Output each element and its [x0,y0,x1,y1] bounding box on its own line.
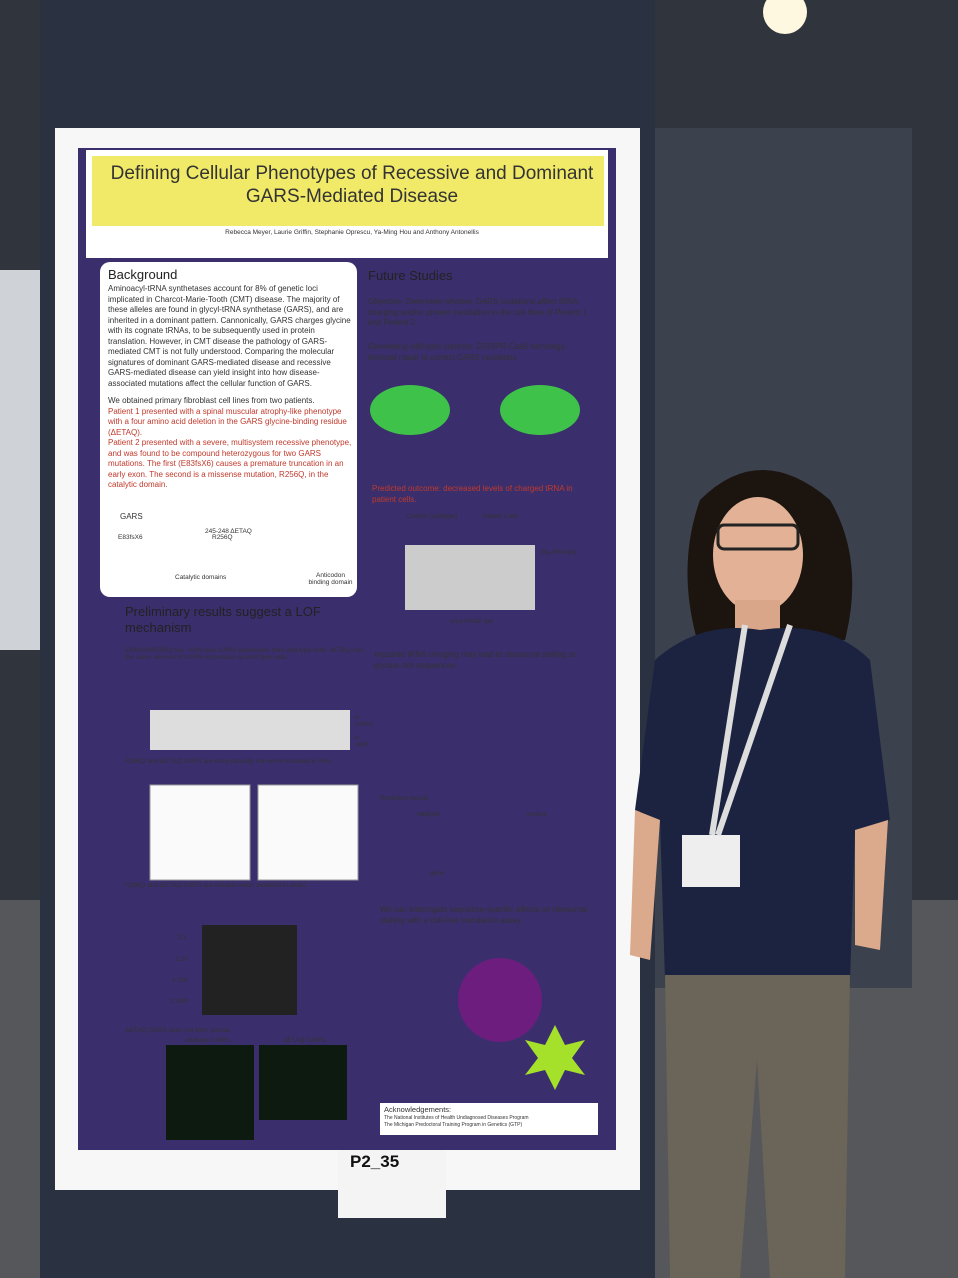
label: urea PAGE gel [450,618,493,625]
western-blot [150,710,350,750]
label: wildtype GARS [185,1037,229,1044]
paragraph: Aminoacyl-tRNA synthetases account for 8… [108,284,351,388]
kinetics-plot [149,784,251,881]
future-panel: Future Studies Objective: Determine whet… [362,262,602,1100]
micrograph [166,1045,254,1140]
text: We can interrogate sequence-specific eff… [380,905,588,925]
label: Gly-tRNAGly [540,549,578,556]
text: Objective: Determine whether GARS mutati… [368,297,587,327]
label: 1:10 [175,956,188,963]
text: Predicted outcome: decreased levels of c… [372,484,573,504]
lanyard [715,624,793,836]
title-box [92,156,604,226]
label: 1:1 [177,934,187,941]
item: The Michigan Predoctoral Training Progra… [384,1122,523,1128]
trousers [665,975,850,1278]
label: 245-248 ΔETAQ [205,528,252,535]
label: 1:1000 [169,998,189,1005]
label: Anticodon binding domain [308,572,353,586]
ceiling-light [763,0,807,34]
heading: Preliminary results suggest a LOF mechan… [125,604,321,635]
label: gene [430,870,445,877]
cas9-diagram [370,385,450,435]
text: Impaired tRNA charging may lead to ribos… [374,650,576,670]
acknowledgements: Acknowledgements: The National Institute… [380,1103,598,1135]
yeast-plate [202,925,297,1015]
text: R256Q and ΔETAQ GARS are inviable when m… [125,882,307,889]
arm [630,810,660,960]
number-card [338,1150,446,1218]
micrograph [259,1045,347,1120]
label: Catalytic domains [175,574,227,581]
label: E83fsX6 [118,534,143,541]
cas9-diagram [500,385,580,435]
text: Generating wild-type controls: CRISPR-Ca… [368,342,568,362]
label: 1:100 [172,977,189,984]
text: ΔETAQ GARS does not form puncta. [125,1027,232,1034]
arm [855,820,888,950]
label: ΔETAQ GARS [283,1037,325,1044]
heading: Background [108,267,178,282]
authors: Rebecca Meyer, Laurie Griffin, Stephanie… [225,229,479,236]
item: The National Institutes of Health Undiag… [384,1115,529,1121]
distant-poster [0,270,40,650]
title: Defining Cellular Phenotypes of Recessiv… [110,163,594,207]
label: wildtype [417,811,441,818]
glasses [716,523,800,551]
label: Control (wildtype) [407,513,458,520]
name-badge [682,835,740,887]
label: α-actin [355,734,369,748]
label: α-GARS [355,714,374,728]
gel [405,545,535,610]
paragraph: Patient 1 presented with a spinal muscul… [108,406,347,437]
kinetics-plot [257,784,359,881]
label: mutant [527,811,547,818]
background-text: Aminoacyl-tRNA synthetases account for 8… [108,284,352,498]
text: E83fsX6/R256Q has ~50% less GARS express… [125,647,364,661]
text: R256Q and ΔETAQ GARS are enzymatically n… [125,758,333,765]
face [713,497,803,613]
poster-number: P2_35 [350,1152,400,1171]
shirt [635,628,890,980]
paragraph: We obtained primary fibroblast cell line… [108,396,315,405]
luciferase-light [525,1025,585,1090]
heading: Future Studies [368,268,453,283]
paragraph: Patient 2 presented with a severe, multi… [108,438,352,489]
ribosome [458,958,542,1042]
text: Predicted results: [380,795,431,802]
preliminary-panel: Preliminary results suggest a LOF mechan… [115,600,374,1145]
label: R256Q [212,534,233,541]
background-panel: Background Aminoacyl-tRNA synthetases ac… [100,262,357,597]
lanyard [709,624,748,836]
label: GARS [120,512,143,521]
heading: Acknowledgements: [384,1105,452,1114]
label: Patient Cells [482,513,519,520]
